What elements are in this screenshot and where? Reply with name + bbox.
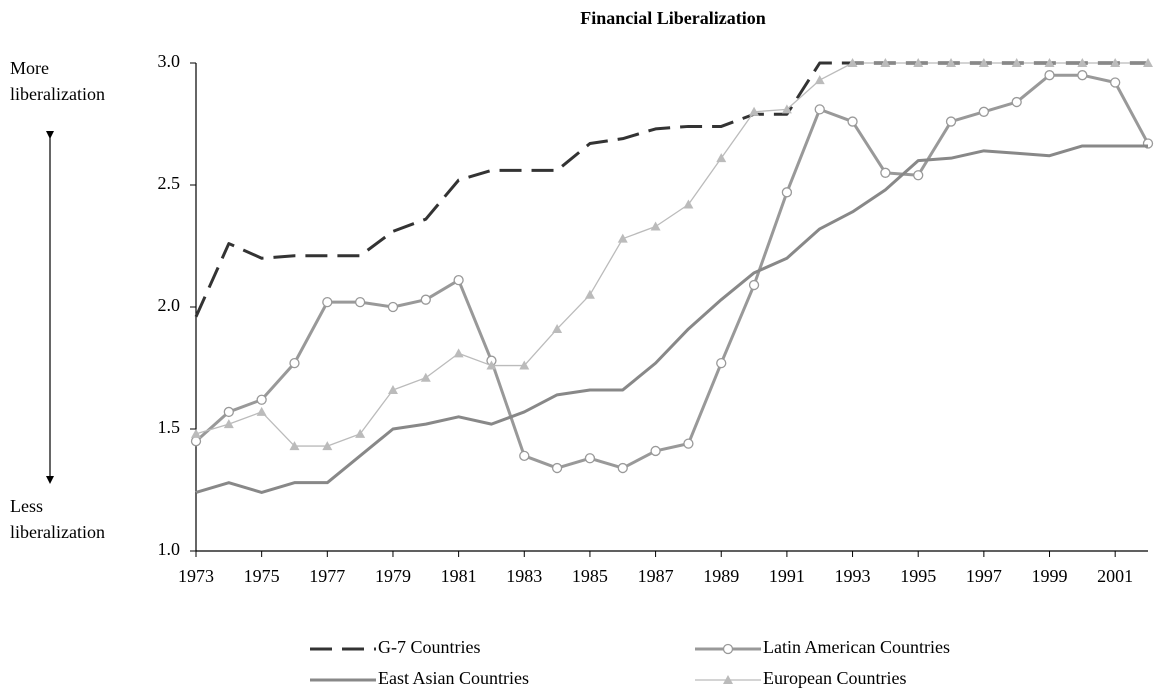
x-tick-label: 1987 (638, 566, 674, 586)
point (1110, 77, 1121, 88)
x-tick-label: 1995 (900, 566, 936, 586)
point (1077, 70, 1088, 81)
legend-label: Latin American Countries (763, 637, 950, 657)
point (847, 116, 858, 127)
y-tick-label: 2.0 (158, 295, 181, 315)
series-line (194, 61, 1148, 318)
point (420, 294, 431, 305)
x-tick-label: 1975 (244, 566, 280, 586)
x-tick-label: 1979 (375, 566, 411, 586)
point (1011, 58, 1022, 67)
y-tick-label: 1.5 (158, 417, 181, 437)
point (354, 296, 366, 308)
point (650, 221, 661, 231)
point (322, 296, 333, 308)
y-tick-label: 2.5 (158, 173, 181, 193)
point (191, 428, 201, 438)
point (387, 384, 398, 394)
annotation: Less (10, 496, 43, 516)
y-tick-label: 3.0 (158, 51, 181, 71)
series-line (195, 73, 1150, 470)
point (1110, 58, 1121, 67)
point (978, 58, 989, 67)
point (387, 301, 399, 313)
point (617, 462, 628, 474)
point (289, 357, 300, 369)
x-tick-label: 1993 (835, 566, 871, 586)
point (946, 58, 957, 67)
x-tick-label: 2001 (1097, 566, 1133, 586)
point (683, 199, 694, 209)
point (584, 289, 595, 299)
point (256, 406, 267, 416)
point (453, 348, 464, 358)
point (453, 275, 464, 286)
point (913, 58, 924, 67)
x-tick-label: 1977 (309, 566, 345, 586)
point (355, 428, 366, 438)
legend-label: European Countries (763, 668, 906, 688)
point (322, 441, 333, 451)
point (551, 462, 563, 474)
point (190, 436, 202, 447)
series-line (195, 62, 1148, 447)
point (223, 419, 234, 429)
point (1044, 70, 1055, 81)
point (683, 438, 694, 449)
point (847, 58, 858, 67)
chart-title: Financial Liberalization (580, 8, 766, 28)
point (945, 116, 957, 127)
point (1044, 58, 1055, 67)
point (880, 58, 891, 67)
point (781, 187, 793, 198)
point (880, 167, 891, 178)
x-tick-label: 1991 (769, 566, 805, 586)
point (814, 75, 825, 85)
point (1077, 58, 1088, 67)
point (722, 643, 734, 655)
point (749, 106, 760, 116)
x-tick-label: 1981 (441, 566, 477, 586)
point (978, 106, 990, 117)
point (552, 323, 563, 333)
point (223, 406, 234, 418)
point (716, 153, 727, 163)
point (420, 372, 431, 382)
point (781, 104, 792, 114)
point (748, 279, 760, 291)
series-line (195, 144, 1148, 494)
x-tick-label: 1983 (506, 566, 542, 586)
y-tick-label: 1.0 (158, 539, 181, 559)
point (519, 450, 530, 461)
x-tick-label: 1999 (1032, 566, 1068, 586)
point (814, 104, 825, 115)
x-tick-label: 1997 (966, 566, 1002, 586)
point (650, 445, 661, 457)
legend-label: East Asian Countries (378, 668, 529, 688)
point (913, 170, 924, 181)
point (486, 360, 497, 370)
x-tick-label: 1985 (572, 566, 608, 586)
point (1011, 96, 1022, 108)
x-tick-label: 1989 (703, 566, 739, 586)
annotation: liberalization (10, 84, 105, 104)
annotation: More (10, 58, 49, 78)
legend-label: G-7 Countries (378, 637, 481, 657)
point (1143, 58, 1153, 67)
point (584, 453, 596, 464)
point (716, 357, 727, 369)
point (256, 394, 267, 405)
point (519, 360, 530, 370)
annotation: liberalization (10, 522, 105, 542)
x-tick-label: 1973 (178, 566, 214, 586)
point (289, 441, 300, 451)
point (617, 233, 628, 243)
point (723, 675, 733, 684)
